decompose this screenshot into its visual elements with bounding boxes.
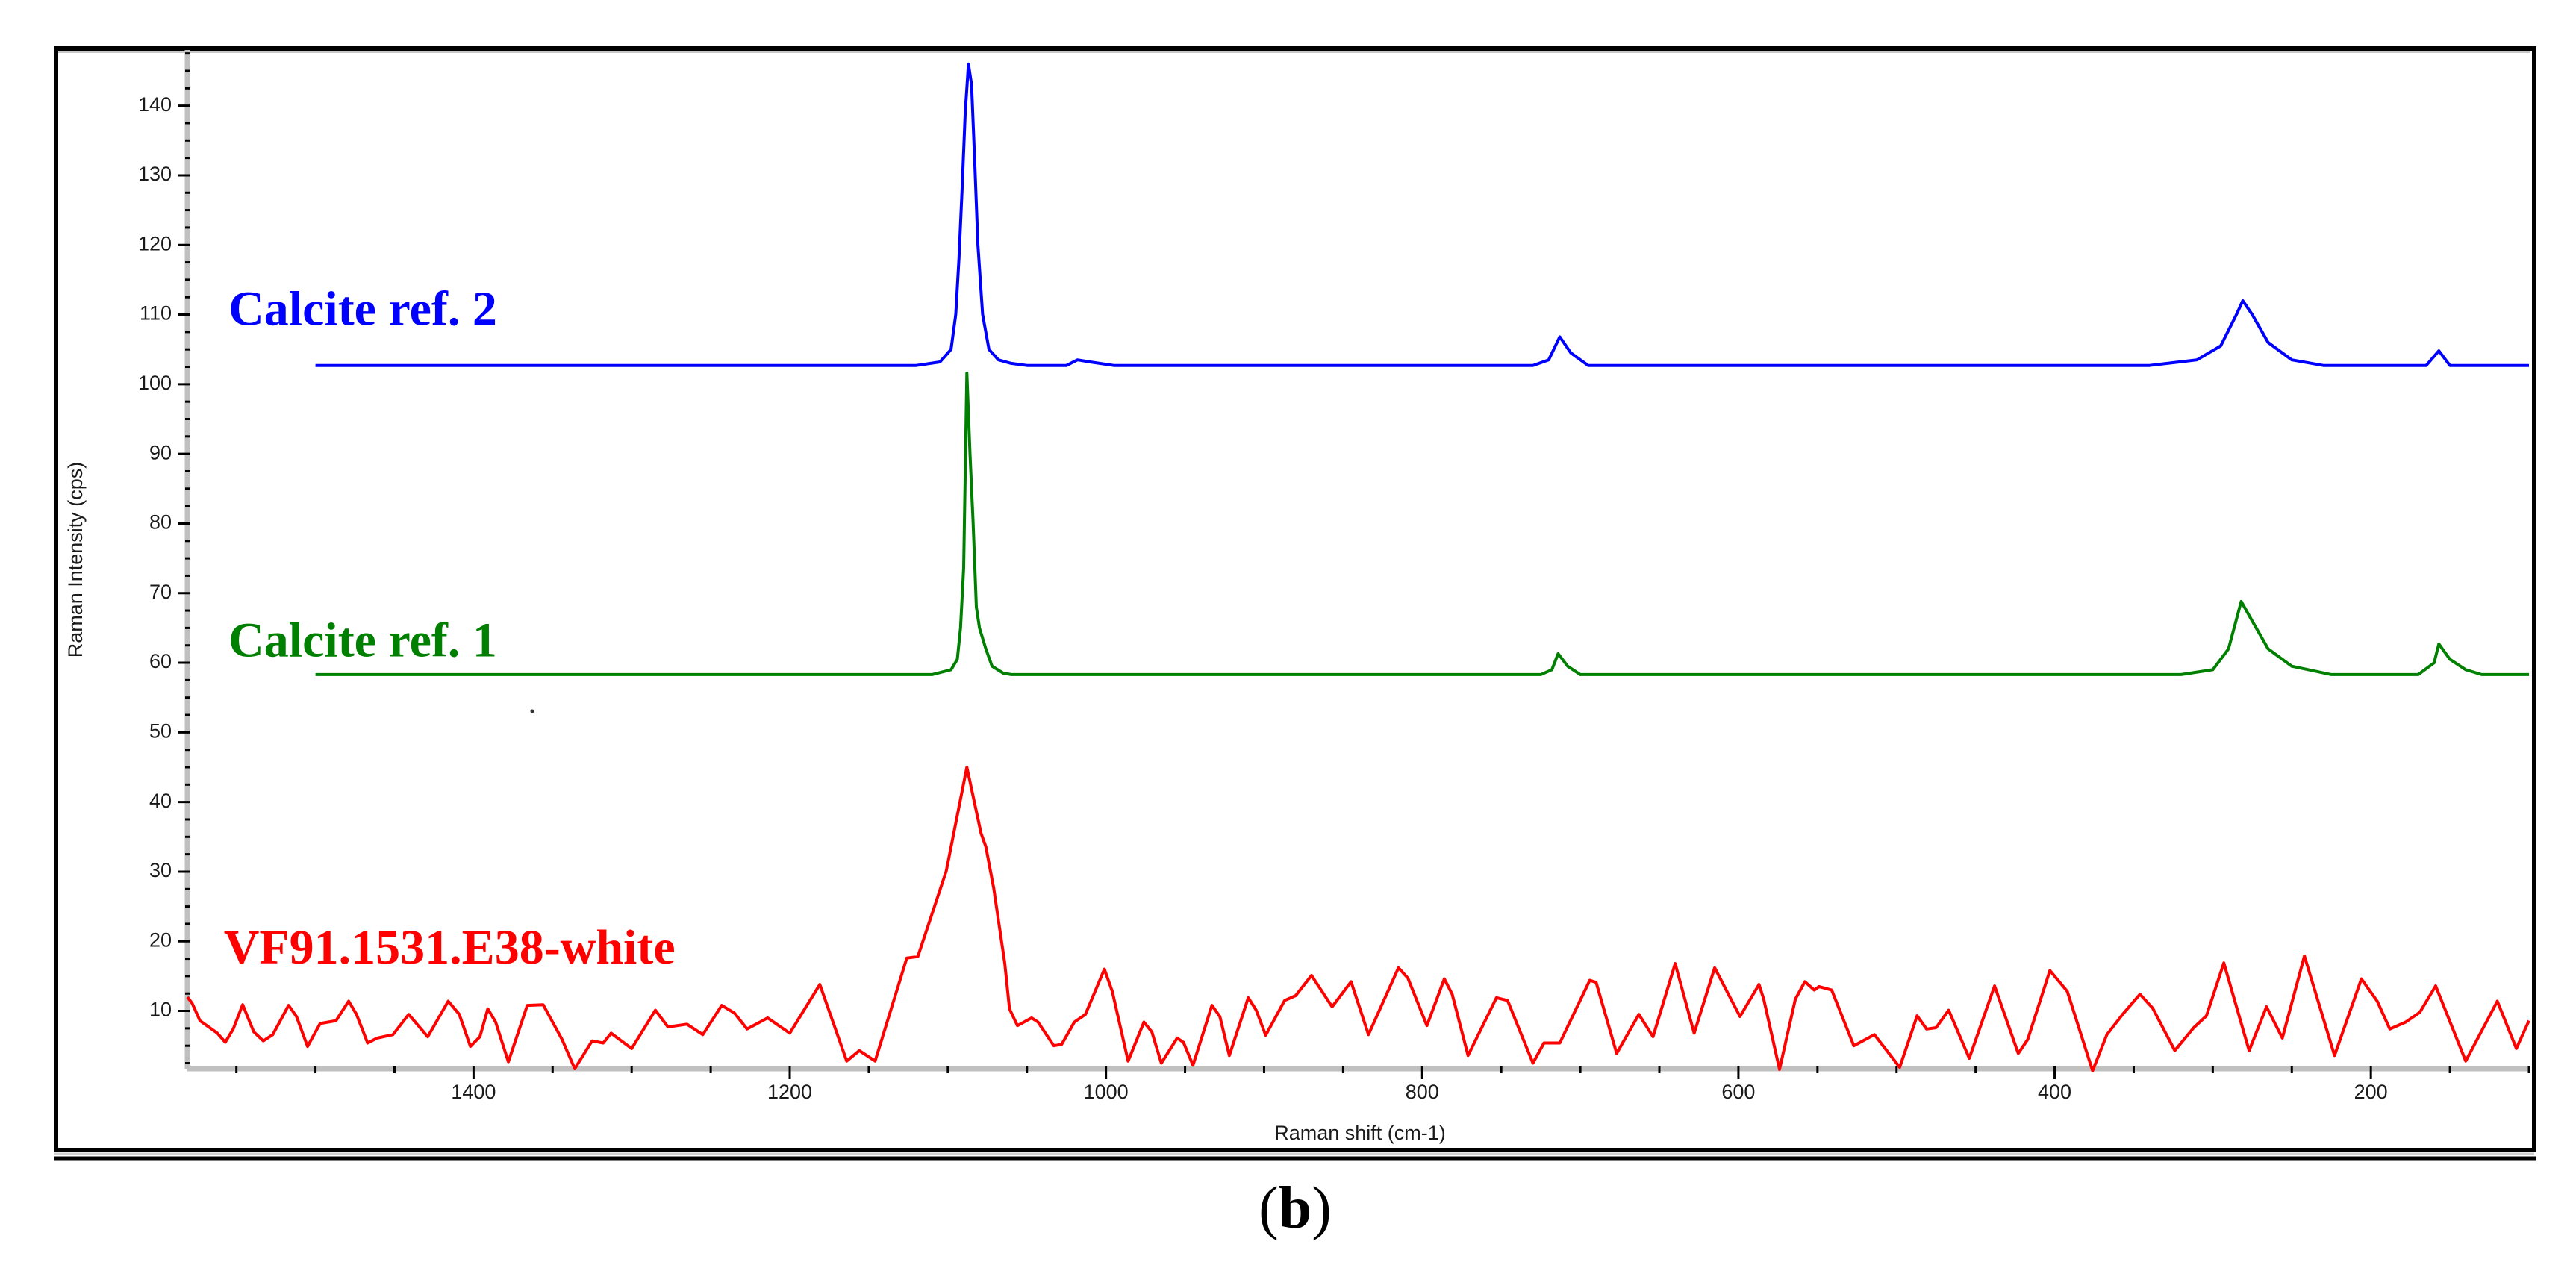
y-tick-label: 70 [149, 581, 172, 603]
series-labels: Calcite ref. 2 Calcite ref. 1 VF91.1531.E3… [224, 282, 676, 975]
panel-label-open-paren: ( [1259, 1175, 1279, 1241]
y-tick-label: 120 [138, 232, 172, 254]
y-tick-label: 90 [149, 441, 172, 463]
y-tick-label: 30 [149, 859, 172, 881]
x-tick-label: 800 [1406, 1081, 1439, 1103]
figure-frame [54, 46, 2536, 1152]
y-tick-label: 140 [138, 93, 172, 116]
series-label-2: VF91.1531.E38-white [224, 920, 676, 975]
y-tick-label: 130 [138, 163, 172, 185]
axes: 10 20 30 40 50 60 70 80 90 100 110 120 130 140 1400 12… [138, 50, 2530, 1103]
x-tick-label: 200 [2354, 1081, 2388, 1103]
y-tick-label: 50 [149, 719, 172, 742]
x-tick-label: 1000 [1084, 1081, 1129, 1103]
y-axis-ticks: 10 20 30 40 50 60 70 80 90 100 110 120 130 140 [138, 52, 190, 1065]
y-tick-label: 20 [149, 928, 172, 951]
y-tick-label: 10 [149, 999, 172, 1021]
y-tick-label: 110 [140, 302, 172, 325]
panel-label-close-paren: ) [1312, 1175, 1332, 1241]
series-layer [186, 62, 2530, 1072]
panel-label: (b) [1259, 1175, 1332, 1241]
series-label-1: Calcite ref. 1 [228, 613, 497, 668]
stray-dot [530, 709, 534, 713]
series-label-0: Calcite ref. 2 [228, 282, 497, 337]
y-tick-label: 60 [149, 650, 172, 672]
x-tick-label: 1200 [767, 1081, 812, 1103]
x-tick-label: 1400 [451, 1081, 496, 1103]
x-axis-ticks: 1400 1200 1000 800 600 400 200 [235, 1066, 2530, 1103]
x-tick-label: 600 [1721, 1081, 1755, 1103]
y-axis-title: Raman Intensity (cps) [64, 462, 87, 658]
series-line-2 [186, 766, 2530, 1072]
x-tick-label: 400 [2038, 1081, 2071, 1103]
y-tick-label: 80 [149, 511, 172, 534]
y-tick-label: 40 [149, 790, 172, 812]
series-line-0 [315, 62, 2529, 367]
y-tick-label: 100 [138, 372, 172, 394]
panel-label-letter: b [1279, 1175, 1312, 1241]
series-line-1 [315, 371, 2529, 676]
x-axis-title: Raman shift (cm-1) [1274, 1122, 1446, 1144]
